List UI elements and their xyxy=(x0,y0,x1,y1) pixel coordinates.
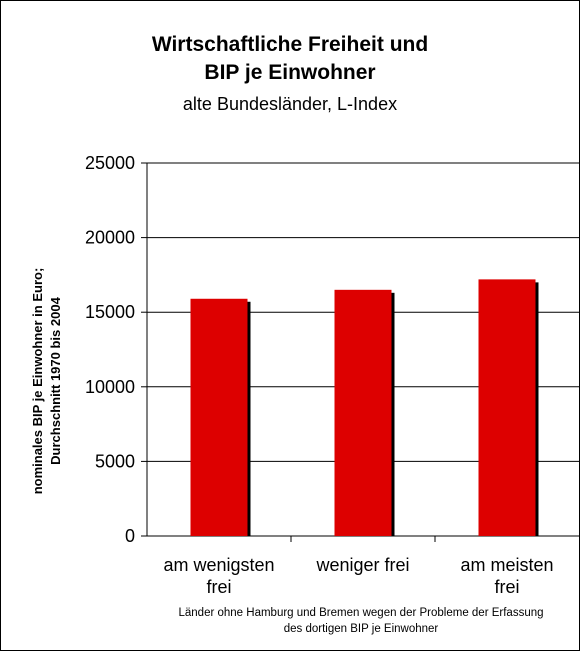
y-tick-label: 5000 xyxy=(95,451,135,471)
x-category-label: weniger frei xyxy=(315,555,409,575)
chart-title-line-1: Wirtschaftliche Freiheit und xyxy=(151,33,429,56)
footnote: Länder ohne Hamburg und Bremen wegen der… xyxy=(121,605,580,637)
y-tick-label: 0 xyxy=(125,526,135,546)
x-category-label: frei xyxy=(206,577,231,597)
footnote-line-1: Länder ohne Hamburg und Bremen wegen der… xyxy=(178,607,544,619)
footnote-line-2: des dortigen BIP je Einwohner xyxy=(283,623,439,635)
y-tick-label: 15000 xyxy=(85,302,135,322)
bar xyxy=(334,289,392,536)
x-category-label: frei xyxy=(494,577,519,597)
chart-title-line-2: BIP je Einwohner xyxy=(204,61,376,84)
chart-subtitle: alte Bundesländer, L-Index xyxy=(182,94,398,114)
bar xyxy=(478,279,536,536)
x-category-label: am wenigsten xyxy=(163,555,274,575)
x-category-label: am meisten xyxy=(460,555,553,575)
y-tick-label: 10000 xyxy=(85,377,135,397)
y-tick-label: 20000 xyxy=(85,228,135,248)
y-tick-label: 25000 xyxy=(85,153,135,173)
bar xyxy=(190,298,248,536)
